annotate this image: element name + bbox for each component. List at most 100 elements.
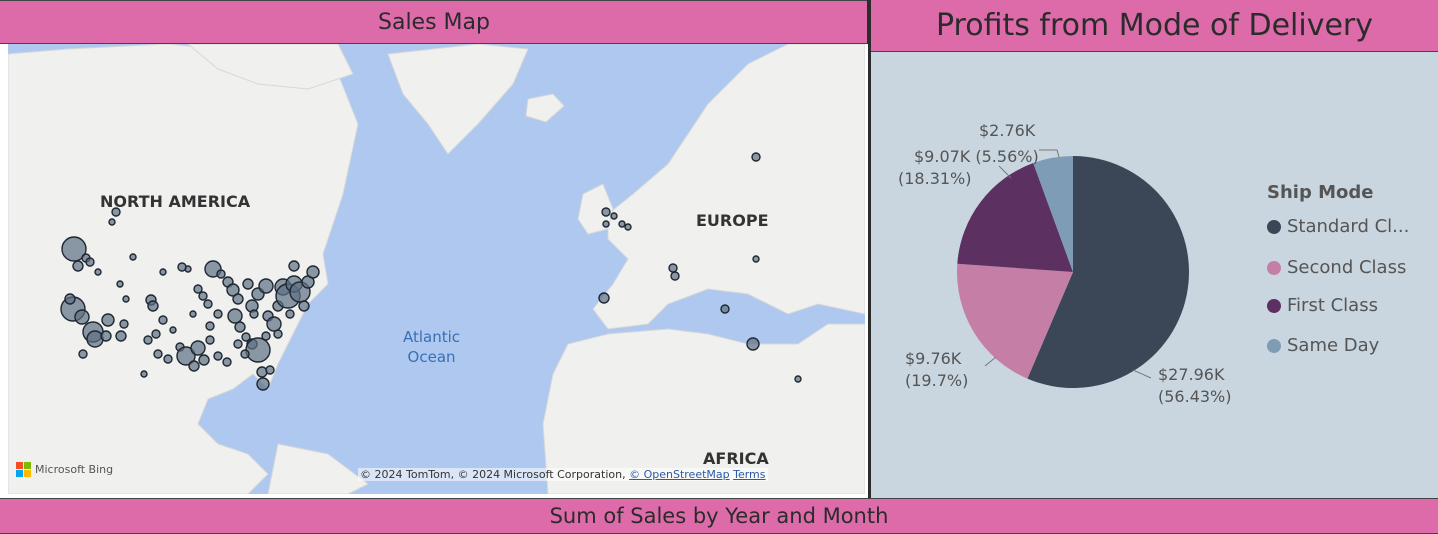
sales-bubble[interactable] [176,346,196,366]
sales-bubble[interactable] [189,310,197,318]
sales-bubble[interactable] [233,339,243,349]
sales-bubble[interactable] [256,377,270,391]
sales-bubble[interactable] [601,207,611,217]
sales-bubble[interactable] [163,354,173,364]
sales-bubble[interactable] [61,236,87,262]
sales-bubble[interactable] [122,295,130,303]
sales-bubble[interactable] [288,260,300,272]
sales-bubble[interactable] [111,207,121,217]
legend-item-second-class[interactable]: Second Class [1267,257,1406,278]
legend-dot-standard-class [1267,219,1281,234]
sales-bubble[interactable] [193,284,203,294]
sales-bubble[interactable] [298,300,310,312]
sales-bubble[interactable] [668,263,678,273]
legend-item-standard-class[interactable]: Standard Cl... [1267,216,1409,237]
sales-bubble[interactable] [169,326,177,334]
sales-bubble[interactable] [232,293,244,305]
sales-bubble[interactable] [147,300,159,312]
legend-label-same-day: Same Day [1287,335,1380,356]
sales-bubble[interactable] [249,309,259,319]
sales-bubble[interactable] [618,220,626,228]
pie-slice-same-day[interactable] [1033,156,1073,272]
sales-bubble[interactable] [222,357,232,367]
legend-label-first-class: First Class [1287,295,1378,316]
sales-bubble[interactable] [751,152,761,162]
legend-item-first-class[interactable]: First Class [1267,295,1378,316]
sales-bubble[interactable] [273,329,283,339]
sales-bubble[interactable] [227,308,243,324]
sales-bubble[interactable] [64,293,76,305]
sales-bubble[interactable] [226,283,240,297]
sales-bubble[interactable] [261,331,271,341]
sales-map[interactable]: NORTH AMERICA EUROPE AFRICA Atlantic Oce… [8,44,865,494]
sales-bubble[interactable] [143,335,153,345]
sales-bubble[interactable] [794,375,802,383]
sales-bubble[interactable] [256,366,268,378]
sales-bubble[interactable] [203,299,213,309]
legend-dot-first-class [1267,298,1281,313]
sales-bubble[interactable] [159,268,167,276]
sales-bubble[interactable] [190,340,206,356]
sales-bubble[interactable] [86,330,104,348]
pie-slice-second-class[interactable] [957,263,1073,379]
sales-bubble[interactable] [101,313,115,327]
sales-bubble[interactable] [624,223,632,231]
sales-bubble[interactable] [198,291,208,301]
sales-bubble[interactable] [213,351,223,361]
sales-bubble[interactable] [241,332,251,342]
map-canvas [8,44,865,494]
sales-map-title-text: Sales Map [378,9,490,35]
sales-bubble[interactable] [240,349,250,359]
sales-bubble[interactable] [266,316,282,332]
sales-bubble[interactable] [151,329,161,339]
pie-chart[interactable] [871,52,1438,498]
sales-bubble[interactable] [129,253,137,261]
sales-bubble[interactable] [285,309,295,319]
sales-bubble[interactable] [746,337,760,351]
sales-bubble[interactable] [258,278,274,294]
sales-bubble[interactable] [265,365,275,375]
sales-bubble[interactable] [94,268,102,276]
legend-item-same-day[interactable]: Same Day [1267,335,1379,356]
sales-bubble[interactable] [598,292,610,304]
terms-link[interactable]: Terms [733,468,766,481]
sales-bubble[interactable] [610,212,618,220]
sales-bubble[interactable] [205,335,215,345]
sales-bubble[interactable] [752,255,760,263]
sales-bubble[interactable] [670,271,680,281]
sales-bubble[interactable] [119,319,129,329]
pie-chart-panel: $2.76K $9.07K (5.56%) (18.31%) $9.76K (1… [871,52,1438,498]
slice-label-first-class: $9.07K (5.56%) (18.31%) [898,146,1039,190]
pie-slice-first-class[interactable] [957,163,1073,272]
sales-bubble[interactable] [100,330,112,342]
sales-bubble[interactable] [602,220,610,228]
sales-bubble[interactable] [74,309,90,325]
sales-bubble[interactable] [306,265,320,279]
sales-bubble[interactable] [198,354,210,366]
sales-bubble[interactable] [242,278,254,290]
sales-bubble[interactable] [140,370,148,378]
sales-bubble[interactable] [234,321,246,333]
sales-bubble[interactable] [188,360,200,372]
sales-bubble[interactable] [205,321,215,331]
sales-bubble[interactable] [108,218,116,226]
sales-bubble[interactable] [245,337,271,363]
sales-bubble[interactable] [115,330,127,342]
label-atlantic-line1: Atlantic [403,328,461,346]
sales-bubble[interactable] [158,315,168,325]
sales-bubble[interactable] [85,257,95,267]
sales-bubble[interactable] [720,304,730,314]
slice-label-second-class-value: $9.76K [905,349,962,368]
sales-bubble[interactable] [177,262,187,272]
sales-bubble[interactable] [72,260,84,272]
sales-bubble[interactable] [213,309,223,319]
bing-logo-text: Microsoft Bing [35,463,114,476]
sales-bubble[interactable] [153,349,163,359]
sales-bubble[interactable] [78,349,88,359]
legend-label-second-class: Second Class [1287,257,1407,278]
sales-bubble[interactable] [116,280,124,288]
pie-slice-standard-class[interactable] [1027,156,1189,388]
slice-label-first-class-value: $9.07K (5.56%) [914,147,1039,166]
osm-link[interactable]: © OpenStreetMap [629,468,730,481]
sales-bubble[interactable] [216,269,226,279]
